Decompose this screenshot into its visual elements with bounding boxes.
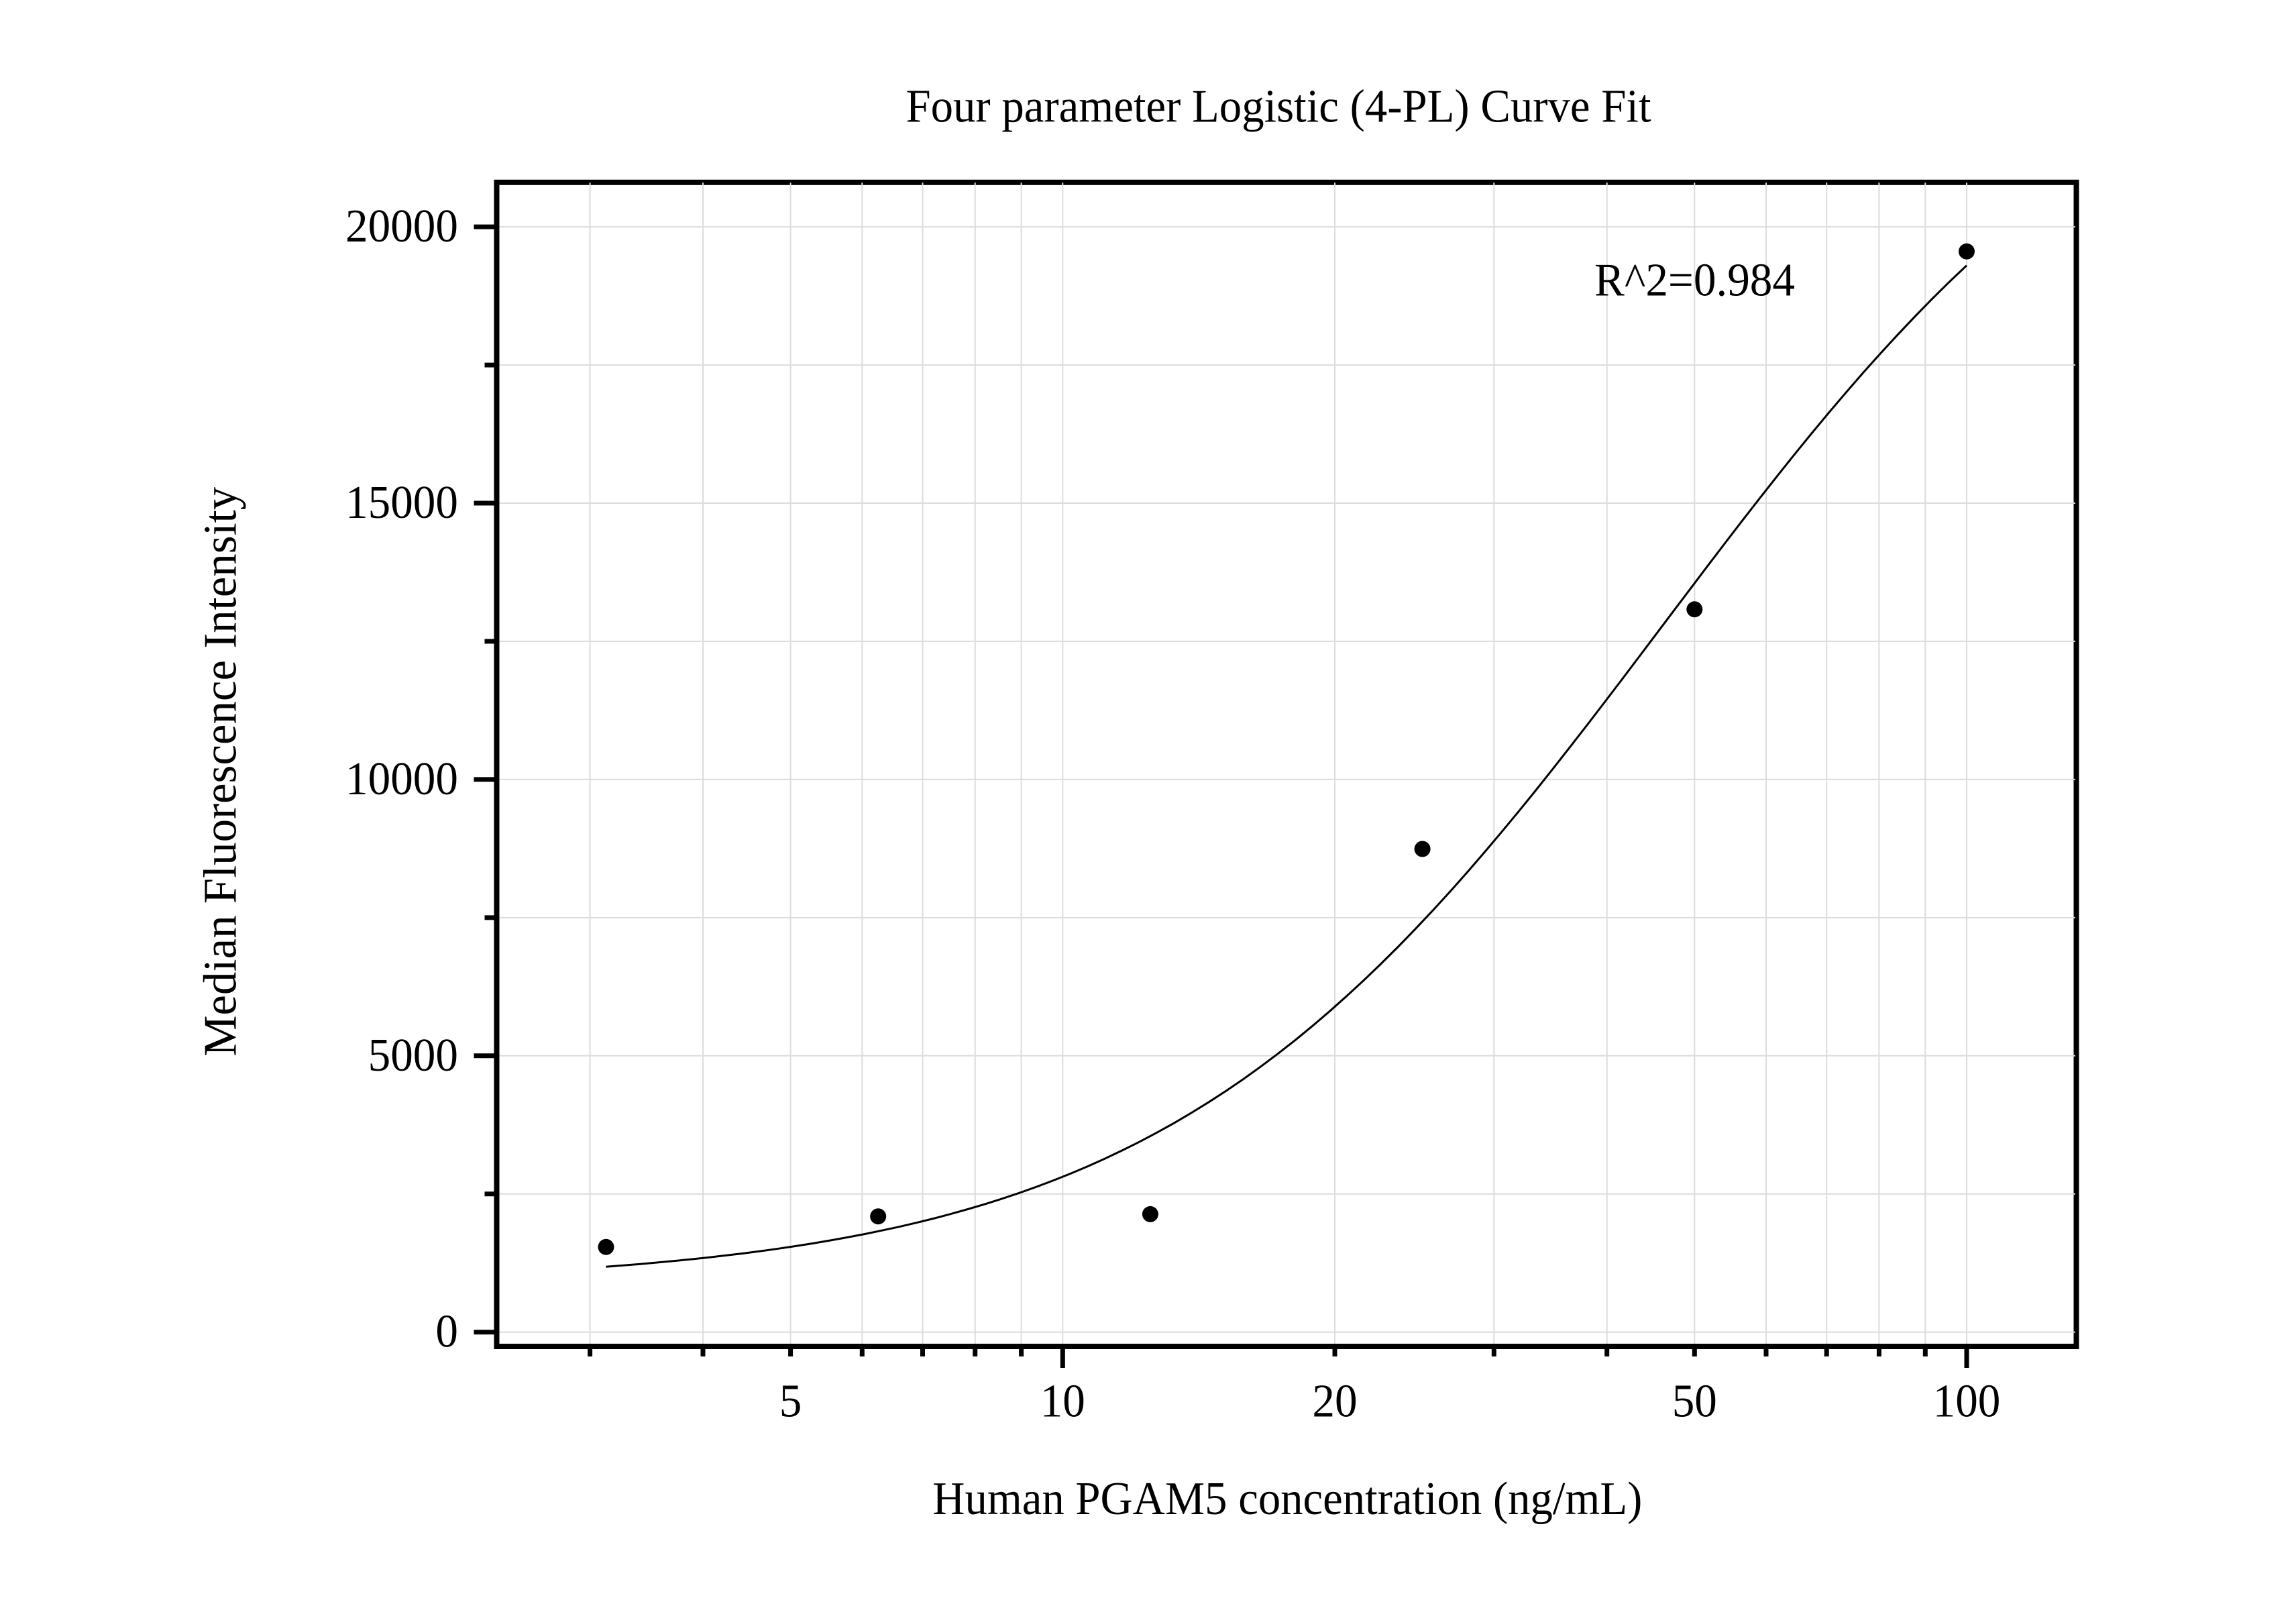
svg-text:Human PGAM5 concentration (ng/: Human PGAM5 concentration (ng/mL) xyxy=(932,1473,1642,1525)
svg-text:10000: 10000 xyxy=(345,753,458,805)
svg-text:100: 100 xyxy=(1933,1376,2001,1428)
svg-text:5: 5 xyxy=(779,1376,802,1428)
svg-text:10: 10 xyxy=(1040,1376,1085,1428)
svg-text:0: 0 xyxy=(435,1306,458,1358)
svg-text:5000: 5000 xyxy=(368,1030,458,1081)
svg-text:Median Fluorescence Intensity: Median Fluorescence Intensity xyxy=(195,487,247,1057)
svg-text:R^2=0.984: R^2=0.984 xyxy=(1594,255,1795,307)
svg-text:20: 20 xyxy=(1312,1376,1357,1428)
svg-text:Four parameter Logistic (4-PL): Four parameter Logistic (4-PL) Curve Fit xyxy=(906,81,1652,133)
svg-text:15000: 15000 xyxy=(345,477,458,529)
svg-text:50: 50 xyxy=(1672,1376,1717,1428)
svg-text:20000: 20000 xyxy=(345,201,458,252)
